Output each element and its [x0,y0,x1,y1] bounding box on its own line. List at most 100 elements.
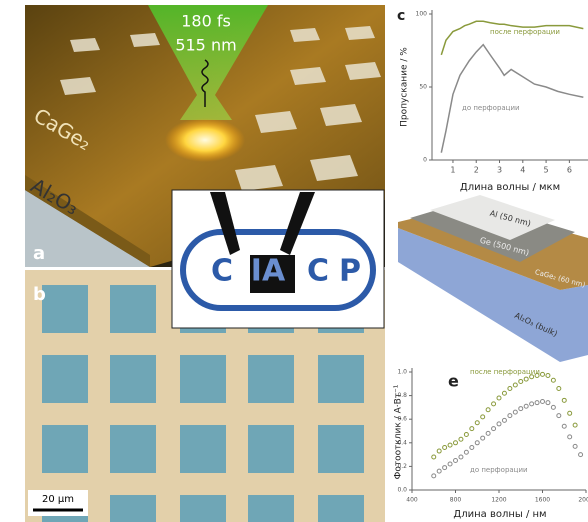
data-point [508,414,512,418]
data-point [437,449,441,453]
x-tick-label: 6 [567,166,572,175]
square [180,495,226,522]
y-tick-label: 1.0 [397,369,407,376]
data-point [470,446,474,450]
square [42,425,88,473]
data-point [432,455,436,459]
data-point [497,396,501,400]
data-point [557,387,561,391]
laser-spot [165,118,245,162]
data-point [513,383,517,387]
data-point [464,433,468,437]
panel-label: a [33,243,45,264]
data-point [475,421,479,425]
data-point [437,469,441,473]
data-point [551,378,555,382]
square [248,425,294,473]
square [318,495,364,522]
data-point [573,444,577,448]
square [248,355,294,403]
data-point [486,408,490,412]
data-point [562,424,566,428]
logo-letter: С [307,254,329,289]
square [110,495,156,522]
series-label: до перфорации [462,104,520,112]
y-axis-title: Пропускание / % [400,47,410,127]
data-point [492,402,496,406]
square [110,285,156,333]
data-point [454,459,458,463]
data-point [568,411,572,415]
logo-letter: Р [339,254,361,289]
panel-label: c [397,8,405,24]
data-point [562,398,566,402]
logo-letter: ІА [251,254,286,289]
y-axis-title: Фотоотклик / А·Вт⁻¹ [394,384,404,479]
logo-inset: С ІА С Р [172,190,384,328]
square [110,355,156,403]
square [110,425,156,473]
panel-label: b [33,284,46,305]
data-point [513,410,517,414]
data-point [508,387,512,391]
y-tick-label: 100 [416,11,428,18]
x-tick-label: 1600 [535,497,550,504]
scale-bar-label: 20 µm [42,494,74,505]
data-point [530,402,534,406]
data-point [486,431,490,435]
square [42,285,88,333]
y-tick-label: 0.0 [397,487,407,494]
series-label: после перфорации [490,28,560,36]
data-point [459,455,463,459]
square [318,355,364,403]
data-point [535,401,539,405]
data-point [470,427,474,431]
x-tick-label: 2000 [578,497,588,504]
data-point [443,466,447,470]
y-tick-label: 0 [423,157,427,164]
data-point [551,405,555,409]
data-point [541,372,545,376]
data-point [481,436,485,440]
data-point [579,453,583,457]
wavelength: 515 nm [175,36,236,55]
x-tick-label: 5 [544,166,549,175]
x-tick-label: 3 [497,166,502,175]
page: 180 fs 515 nm CaGe₂ Al₂O₃ a b 20 µm С ІА… [0,0,588,522]
x-tick-label: 4 [520,166,525,175]
square [180,355,226,403]
x-tick-label: 400 [406,497,418,504]
data-point [448,443,452,447]
panel-d: Al (50 nm) Ge (500 nm) CaGe₂ (60 nm) Al₂… [398,195,588,362]
data-point [502,418,506,422]
data-point [524,404,528,408]
x-tick-label: 800 [450,497,462,504]
panel-label: e [448,372,459,391]
data-point [524,377,528,381]
series-line [441,45,583,153]
data-point [432,474,436,478]
x-axis-title: Длина волны / нм [453,509,546,520]
data-point [443,446,447,450]
data-point [492,427,496,431]
pulse-duration: 180 fs [181,12,231,31]
data-point [573,423,577,427]
data-point [519,379,523,383]
series-label: после перфорации [470,368,540,376]
logo-letter: С [211,254,233,289]
data-point [568,435,572,439]
square [180,425,226,473]
data-point [557,414,561,418]
data-point [497,422,501,426]
data-point [519,407,523,411]
data-point [541,400,545,404]
data-point [502,391,506,395]
square [42,355,88,403]
square [248,495,294,522]
x-axis-title: Длина волны / мкм [460,182,560,193]
data-point [546,374,550,378]
x-tick-label: 1 [450,166,455,175]
data-point [454,441,458,445]
x-tick-label: 2 [474,166,479,175]
figure: 180 fs 515 nm CaGe₂ Al₂O₃ a b 20 µm С ІА… [0,0,588,522]
